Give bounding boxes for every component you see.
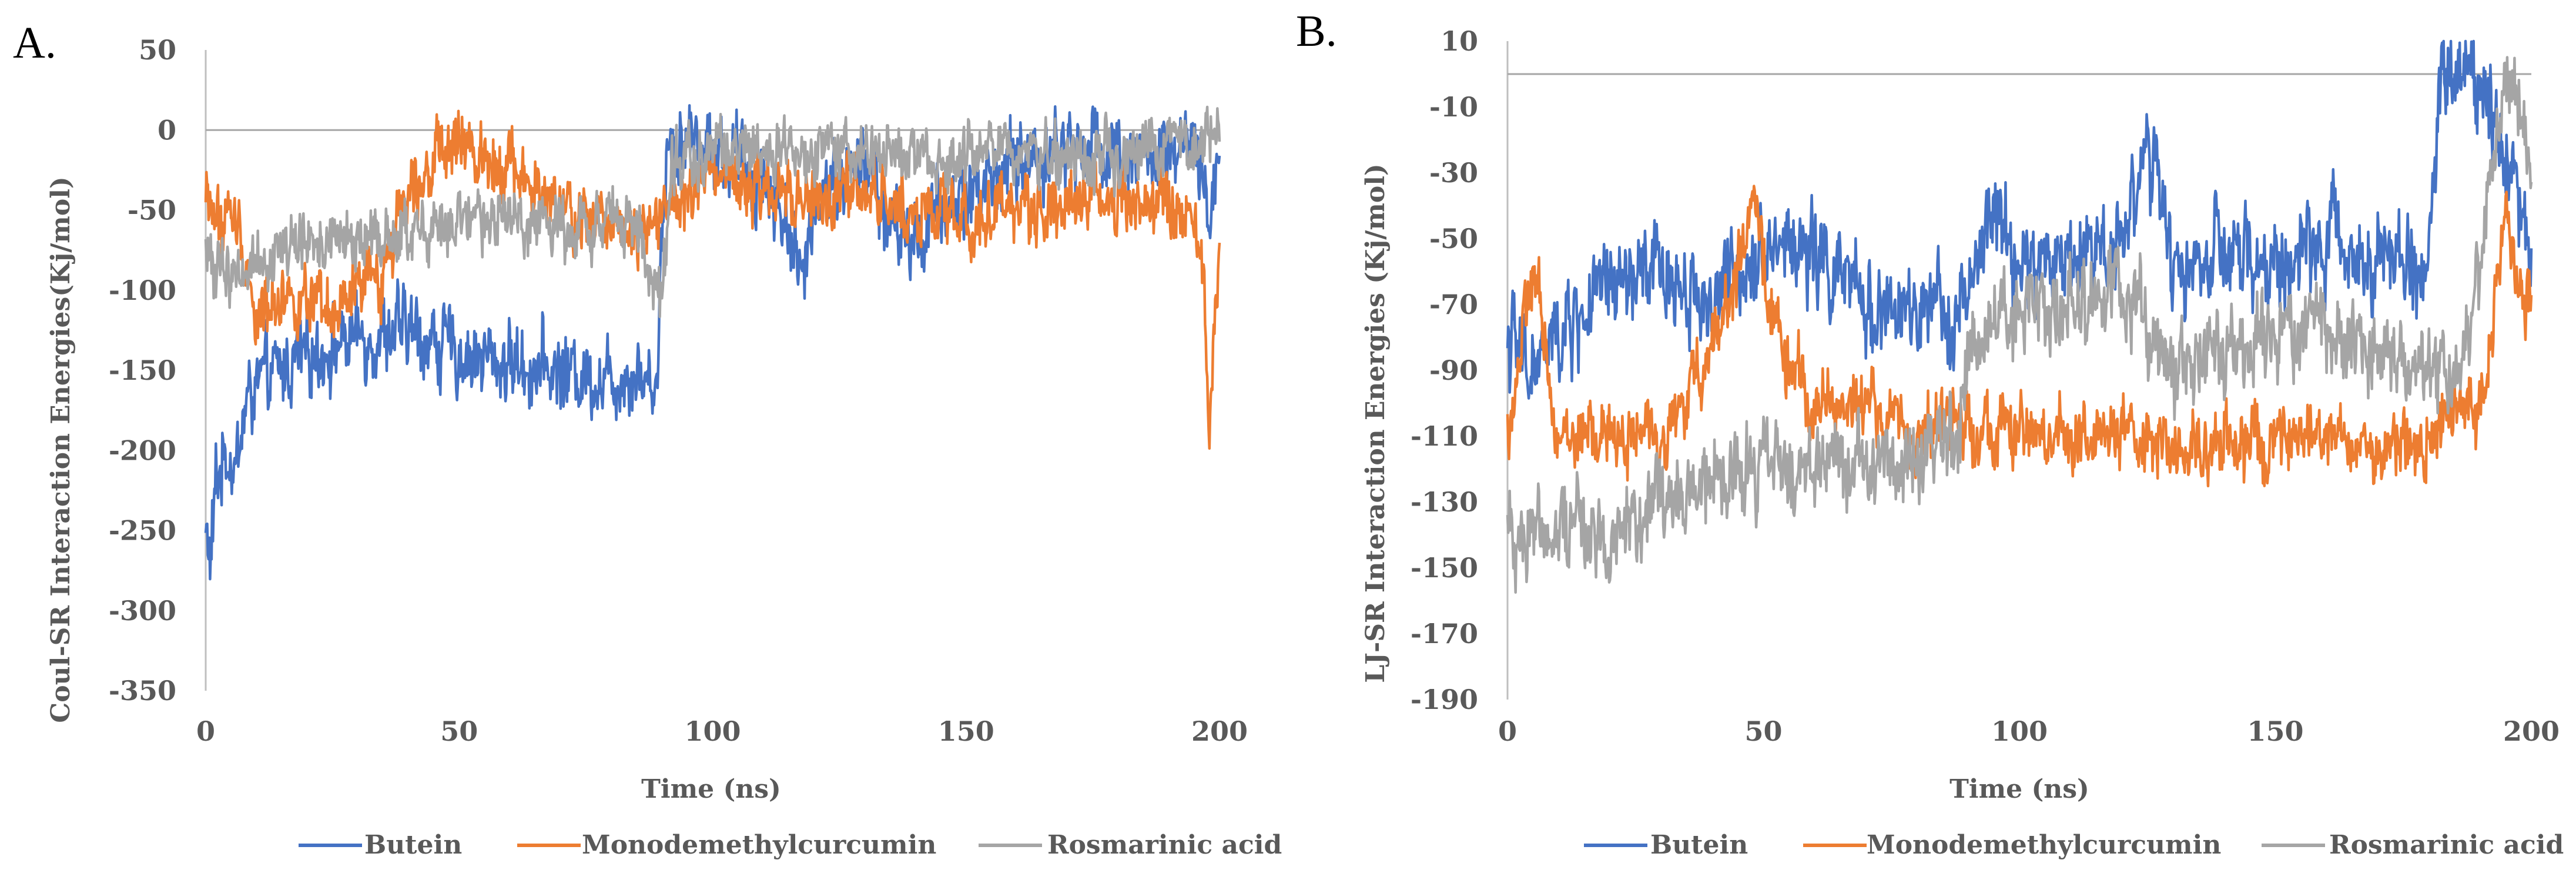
y-tick-label: -100 — [109, 275, 176, 306]
legend-label: Butein — [364, 830, 462, 860]
legend-label: Butein — [1650, 830, 1748, 860]
panel-label-b: B. — [1296, 6, 1337, 56]
y-tick-label: -150 — [1411, 552, 1478, 584]
x-axis-title-b: Time (ns) — [1949, 774, 2089, 804]
y-tick-label: 0 — [158, 114, 176, 146]
y-tick-label: 10 — [1441, 25, 1478, 57]
series-layer-a — [204, 104, 1221, 581]
y-tick-label: -150 — [109, 354, 176, 386]
legend-b: Butein Monodemethylcurcumin Rosmarinic aci… — [1584, 830, 2564, 860]
y-tick-label: -30 — [1429, 157, 1478, 189]
series-line-rosmarinic-acid — [204, 105, 1221, 319]
y-tick-label: -250 — [109, 515, 176, 547]
x-tick-label: 50 — [1744, 715, 1782, 747]
x-tick-label: 0 — [1498, 715, 1517, 747]
y-tick-label: -170 — [1411, 618, 1478, 650]
x-tick-label: 100 — [1991, 715, 2048, 747]
y-axis-title-b: LJ-SR Interaction Energies (Kj/mol) — [1361, 163, 1391, 683]
y-tick-label: -190 — [1411, 684, 1478, 715]
axis-layer-b: 10 -10 -30 -50 -70 -90 -110 -130 -150 -170 -190 0 50… — [1411, 25, 2560, 747]
legend-label: Rosmarinic acid — [2329, 830, 2564, 860]
y-tick-label: 50 — [139, 34, 176, 66]
axis-layer-a: 50 0 -50 -100 -150 -200 -250 -300 -350 0 50 100 150 2… — [109, 34, 1248, 747]
y-tick-label: -110 — [1411, 420, 1478, 452]
y-tick-label: -90 — [1429, 354, 1478, 386]
series-line-rosmarinic-acid — [1506, 56, 2533, 594]
x-tick-label: 150 — [938, 715, 994, 747]
chart-panel-b: B. 10 -10 -30 -50 -70 -90 -110 -130 -150 -170 -190… — [1296, 6, 2564, 860]
series-line-monodemethylcurcumin — [1506, 185, 2533, 488]
x-tick-label: 200 — [2503, 715, 2560, 747]
x-tick-label: 100 — [684, 715, 741, 747]
y-tick-label: -350 — [109, 675, 176, 707]
legend-label: Monodemethylcurcumin — [582, 830, 936, 860]
x-tick-label: 0 — [196, 715, 215, 747]
x-tick-label: 50 — [440, 715, 478, 747]
legend-label: Rosmarinic acid — [1047, 830, 1282, 860]
y-tick-label: -130 — [1411, 486, 1478, 518]
chart-panel-a: A. 50 0 -50 -100 -150 -200 -250 -300 -350 0 50 100 1… — [13, 18, 1282, 860]
y-axis-title-a: Coul-SR Interaction Energies(Kj/mol) — [46, 176, 76, 723]
series-line-butein — [204, 104, 1221, 581]
y-tick-label: -70 — [1429, 289, 1478, 320]
x-tick-label: 200 — [1191, 715, 1248, 747]
y-tick-label: -10 — [1429, 91, 1478, 123]
legend-a: Butein Monodemethylcurcumin Rosmarinic aci… — [299, 830, 1282, 860]
y-tick-label: -200 — [109, 434, 176, 466]
y-tick-label: -50 — [1429, 223, 1478, 255]
legend-label: Monodemethylcurcumin — [1867, 830, 2221, 860]
y-tick-label: -300 — [109, 595, 176, 627]
x-tick-label: 150 — [2247, 715, 2303, 747]
series-layer-b — [1506, 39, 2533, 594]
panel-label-a: A. — [13, 18, 56, 68]
y-tick-label: -50 — [128, 195, 176, 226]
x-axis-title-a: Time (ns) — [641, 774, 781, 804]
series-line-butein — [1506, 39, 2533, 400]
